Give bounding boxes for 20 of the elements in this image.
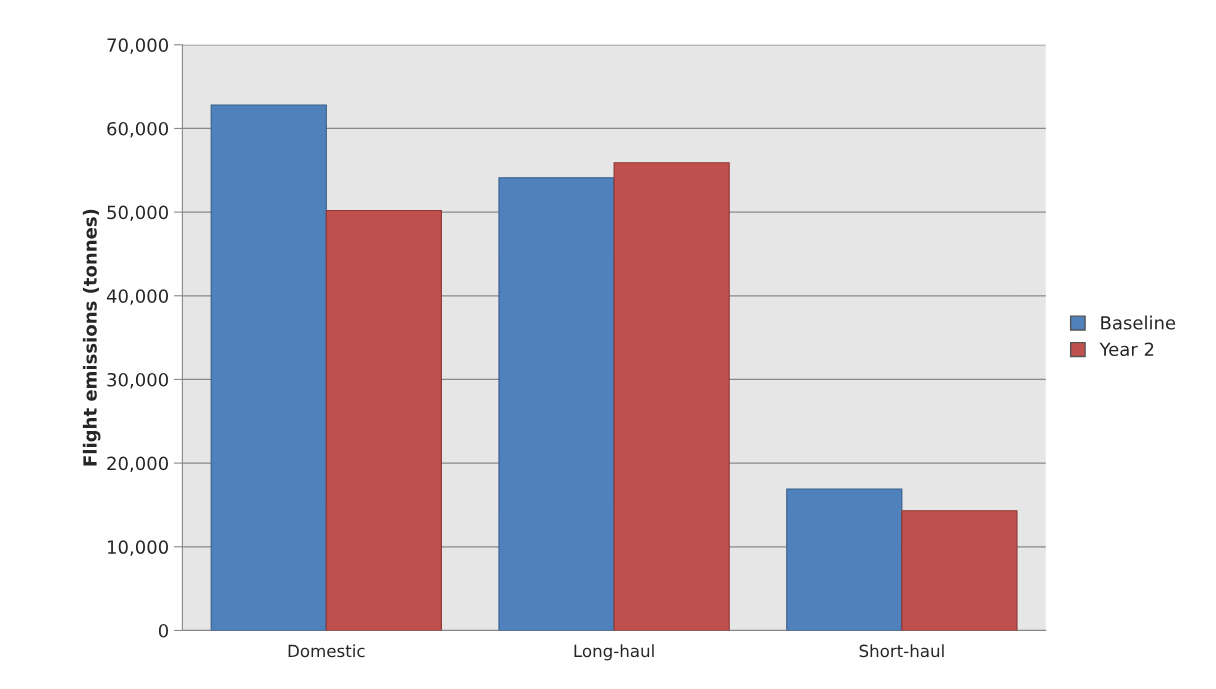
y-tick-label: 40,000	[106, 289, 169, 305]
x-tick-label: Short-haul	[859, 644, 944, 658]
bar	[613, 162, 730, 631]
x-tick-label: Domestic	[288, 644, 365, 658]
bar	[325, 209, 442, 631]
y-tick-label: 60,000	[107, 121, 169, 138]
bar	[498, 177, 615, 631]
y-axis-title: Flight emissions (tonnes)	[82, 209, 101, 466]
legend-label: Baseline	[1101, 315, 1176, 330]
y-tick-label: 0	[158, 623, 169, 638]
x-tick-label: Long-haul	[574, 644, 654, 661]
bar	[786, 488, 903, 631]
y-tick-label: 10,000	[108, 540, 169, 556]
legend-label: Year 2	[1099, 342, 1154, 357]
y-tick-label: 70,000	[107, 38, 169, 54]
y-tick-label: 50,000	[107, 205, 169, 222]
y-tick-label: 20,000	[107, 456, 169, 473]
bar	[210, 104, 327, 631]
bar	[901, 510, 1018, 631]
y-tick-label: 30,000	[107, 372, 169, 389]
